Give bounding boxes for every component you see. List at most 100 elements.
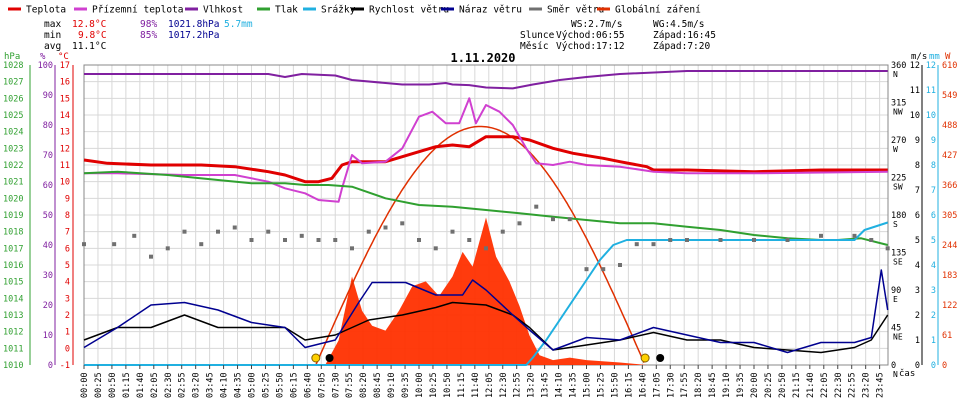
axis-tick-temp: 1 <box>65 328 70 338</box>
axis-tick-w: 366 <box>942 181 957 191</box>
axis-tick-deg: 225 <box>891 174 906 184</box>
point-wind-direction <box>567 217 572 222</box>
point-wind-direction <box>132 233 137 238</box>
axis-tick-temp: 15 <box>60 94 70 104</box>
x-tick-label: 05:00 <box>248 372 258 398</box>
radiation-area <box>84 125 888 366</box>
legend-label: Rychlost větru <box>369 5 449 16</box>
x-tick-label: 15:25 <box>596 372 606 398</box>
x-tick-label: 15:00 <box>583 372 593 398</box>
axis-tick-dir: SW <box>893 183 903 192</box>
x-tick-label: 19:10 <box>722 372 732 398</box>
x-tick-label: 16:15 <box>624 372 634 398</box>
x-tick-label: 01:40 <box>136 372 146 398</box>
axis-tick-ms: 10 <box>910 111 920 121</box>
axis-tick-mm: 12 <box>926 61 936 71</box>
axis-tick-ms: 0 <box>915 361 920 371</box>
x-tick-label: 07:05 <box>317 372 327 398</box>
stat-max-pressure: 1021.8hPa <box>168 19 219 30</box>
axis-tick-dir: N <box>893 370 898 379</box>
x-tick-label: 08:45 <box>373 372 383 398</box>
x-tick-label: 20:00 <box>750 372 760 398</box>
x-tick-label: 03:45 <box>206 372 216 398</box>
axis-tick-hpa: 1021 <box>3 178 23 188</box>
point-wind-direction <box>350 246 354 251</box>
point-wind-direction <box>433 246 438 251</box>
series-line <box>83 269 889 354</box>
x-tick-label: 14:35 <box>569 372 579 398</box>
axis-tick-mm: 1 <box>931 336 936 346</box>
axis-tick-mm: 0 <box>931 361 936 371</box>
x-tick-label: 10:00 <box>415 372 425 398</box>
x-tick-label: 22:05 <box>820 372 830 398</box>
x-tick-label: 02:30 <box>164 372 174 398</box>
point-wind-direction <box>266 229 271 234</box>
x-tick-label: 18:20 <box>694 372 704 398</box>
info-moon-label: Měsíc <box>520 41 549 52</box>
x-tick-label: 04:35 <box>234 372 244 398</box>
legend-label: Tlak <box>275 5 298 16</box>
axis-tick-temp: 4 <box>65 278 70 288</box>
axis-tick-ms: 5 <box>915 236 920 246</box>
axis-unit-mm: mm <box>929 52 940 62</box>
x-tick-label: 12:05 <box>485 372 495 398</box>
axis-tick-hpa: 1025 <box>3 111 23 121</box>
point-wind-direction <box>112 242 117 247</box>
axis-tick-hpa: 1016 <box>3 261 23 271</box>
axis-tick-hpa: 1014 <box>3 294 23 304</box>
axis-tick-deg: 180 <box>891 211 906 221</box>
axis-tick-temp: 13 <box>60 128 70 138</box>
axis-tick-pct: 40 <box>43 241 53 251</box>
info-ws: WS:2.7m/s <box>571 19 622 30</box>
series-line <box>84 97 888 203</box>
axis-tick-temp: 9 <box>65 194 70 204</box>
x-tick-label: 12:55 <box>513 372 523 398</box>
axis-tick-w: 122 <box>942 301 957 311</box>
axis-tick-w: 0 <box>942 361 947 371</box>
point-wind-direction <box>82 242 86 247</box>
point-wind-direction <box>283 238 287 242</box>
axis-tick-temp: 12 <box>60 144 70 154</box>
axis-tick-hpa: 1024 <box>3 128 23 138</box>
stat-max-temp: 12.8°C <box>72 19 106 30</box>
sunrise-icon <box>311 353 321 363</box>
legend: Teplota Přízemní teplota Vlhkost Tlak Srážky… <box>8 5 701 16</box>
axis-tick-dir: NE <box>893 333 903 342</box>
x-tick-label: 17:05 <box>652 372 662 398</box>
axis-tick-deg: 315 <box>891 99 906 109</box>
axis-tick-hpa: 1018 <box>3 228 23 238</box>
axis-tick-deg: 45 <box>891 324 901 334</box>
axis-tick-ms: 8 <box>915 161 920 171</box>
point-wind-direction <box>467 238 472 242</box>
axis-tick-w: 549 <box>942 91 957 101</box>
series <box>82 70 890 366</box>
point-wind-direction <box>484 246 488 251</box>
axis-tick-mm: 4 <box>931 261 936 271</box>
point-wind-direction <box>333 238 338 242</box>
point-wind-direction <box>584 267 589 272</box>
axis-tick-dir: SE <box>893 258 903 267</box>
point-wind-direction <box>199 242 204 247</box>
axis-tick-temp: 14 <box>60 111 70 121</box>
axis-unit-ms: m/s <box>911 52 927 62</box>
point-wind-direction <box>400 221 405 226</box>
x-tick-label: 09:10 <box>387 372 397 398</box>
sunset-icon <box>640 353 650 363</box>
axis-tick-ms: 6 <box>915 211 920 221</box>
x-tick-label: 20:50 <box>778 372 788 398</box>
point-wind-direction <box>216 229 220 234</box>
axis-tick-deg: 90 <box>891 286 901 296</box>
point-wind-direction <box>618 263 622 267</box>
legend-label: Srážky <box>321 5 356 16</box>
x-tick-label: 09:35 <box>401 372 411 398</box>
point-wind-direction <box>534 204 539 209</box>
axis-tick-w: 305 <box>942 211 957 221</box>
x-tick-label: 10:25 <box>429 372 439 398</box>
series-line <box>83 301 889 354</box>
stat-max-rain: 5.7mm <box>224 19 253 30</box>
point-wind-direction <box>450 229 455 234</box>
axis-tick-temp: 7 <box>65 228 70 238</box>
chart-title: 1.11.2020 <box>450 51 515 65</box>
axis-tick-temp: 3 <box>65 294 70 304</box>
